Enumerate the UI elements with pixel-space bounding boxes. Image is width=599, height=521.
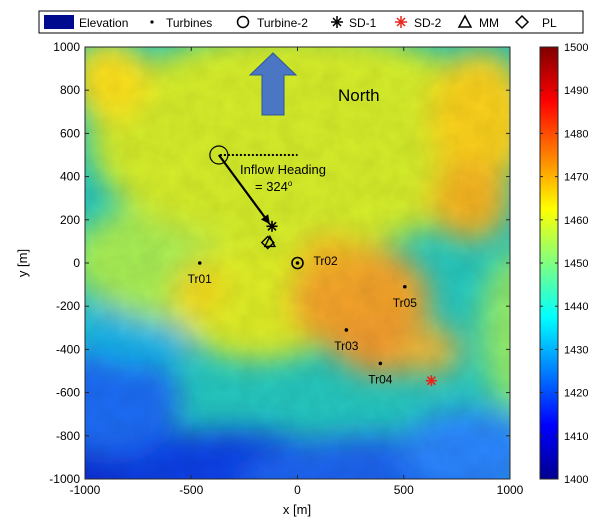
colorbar-tick-label: 1450 <box>564 258 588 270</box>
turbine-2-marker <box>291 256 304 270</box>
y-tick-label: 200 <box>60 213 80 227</box>
colorbar-tick-label: 1410 <box>564 431 588 443</box>
y-tick-label: 400 <box>60 170 80 184</box>
legend: Elevation Turbines Turbine-2 SD-1 SD-2 M… <box>38 10 584 34</box>
colorbar-tick-label: 1460 <box>564 215 588 227</box>
y-tick-label: -800 <box>56 429 80 443</box>
y-tick-label: -400 <box>56 342 80 356</box>
colorbar-tick-label: 1440 <box>564 301 588 313</box>
colorbar-tick-label: 1470 <box>564 172 588 184</box>
legend-sd-1-marker <box>331 16 343 28</box>
turbine-label: Tr05 <box>393 296 418 310</box>
elevation-map <box>85 47 510 479</box>
turbine-marker <box>197 261 202 265</box>
colorbar-tick-label: 1430 <box>564 344 588 356</box>
north-label: North <box>338 86 380 105</box>
pl-marker <box>260 235 275 250</box>
inflow-annotation: Inflow Heading = 324o <box>209 145 326 225</box>
x-tick-label: 500 <box>394 483 414 497</box>
sd-2-marker-stroke <box>426 376 436 386</box>
legend-turbine-2-marker <box>236 15 250 29</box>
colorbar-tick-label: 1480 <box>564 128 588 140</box>
legend-entry-sd-2: SD-2 <box>414 16 442 30</box>
y-axis-label: y [m] <box>15 249 30 277</box>
legend-entry-mm: MM <box>479 16 499 30</box>
sd-1-marker-stroke <box>267 221 277 231</box>
turbine-label: Tr02 <box>314 254 339 268</box>
turbine-marker <box>403 284 407 289</box>
turbine-label: Tr01 <box>188 272 213 286</box>
legend-entry-elevation: Elevation <box>79 16 128 30</box>
legend-entry-pl: PL <box>542 16 557 30</box>
sd-1-marker <box>266 220 278 232</box>
turbine-label: Tr04 <box>368 372 393 386</box>
x-tick-label: 1000 <box>497 483 524 497</box>
y-tick-label: 600 <box>60 126 80 140</box>
colorbar-tick-label: 1490 <box>564 85 588 97</box>
legend-entry-turbine-2: Turbine-2 <box>257 16 308 30</box>
turbine-label: Tr03 <box>334 339 359 353</box>
x-tick-label: -1000 <box>70 483 101 497</box>
x-axis: -1000 -500 0 500 1000 <box>70 47 524 497</box>
inflow-label-line2: = 324o <box>255 179 293 194</box>
y-tick-label: 0 <box>73 256 80 270</box>
legend-turbines-marker <box>150 20 154 24</box>
inflow-arrowhead-icon <box>260 214 270 225</box>
legend-box <box>38 10 584 34</box>
colorbar-ticks: 1500 1490 1480 1470 1460 1450 1440 1430 1420 1410… <box>540 42 588 486</box>
sd-2-marker <box>425 375 437 387</box>
y-tick-label: -600 <box>56 386 80 400</box>
colorbar-tick-label: 1500 <box>564 42 588 54</box>
legend-pl-marker <box>514 14 530 30</box>
colorbar-tick-label: 1420 <box>564 388 588 400</box>
x-axis-label: x [m] <box>283 502 311 517</box>
markers: Tr01 Tr02 Tr03 Tr04 Tr05 <box>188 220 437 387</box>
legend-elevation-patch <box>44 15 74 29</box>
legend-entry-sd-1: SD-1 <box>349 16 377 30</box>
north-arrow-icon <box>248 52 298 116</box>
y-tick-label: -1000 <box>49 472 80 486</box>
colorbar-tick-label: 1400 <box>564 474 588 486</box>
x-tick-label: 0 <box>294 483 301 497</box>
y-tick-label: -200 <box>56 299 80 313</box>
x-tick-label: -500 <box>179 483 203 497</box>
turbine-marker <box>378 361 383 366</box>
legend-entry-turbines: Turbines <box>166 16 212 30</box>
turbine-marker <box>295 261 300 265</box>
y-tick-label: 1000 <box>53 40 80 54</box>
turbine-marker <box>344 328 349 332</box>
inflow-label-line1: Inflow Heading <box>240 162 326 177</box>
legend-mm-marker <box>457 14 473 28</box>
inflow-heading-arrow <box>217 154 266 218</box>
y-axis: 1000 800 600 400 200 0 -200 -400 -600 -800 -1000 <box>49 40 510 486</box>
y-tick-label: 800 <box>60 83 80 97</box>
legend-sd-2-marker <box>395 16 407 28</box>
